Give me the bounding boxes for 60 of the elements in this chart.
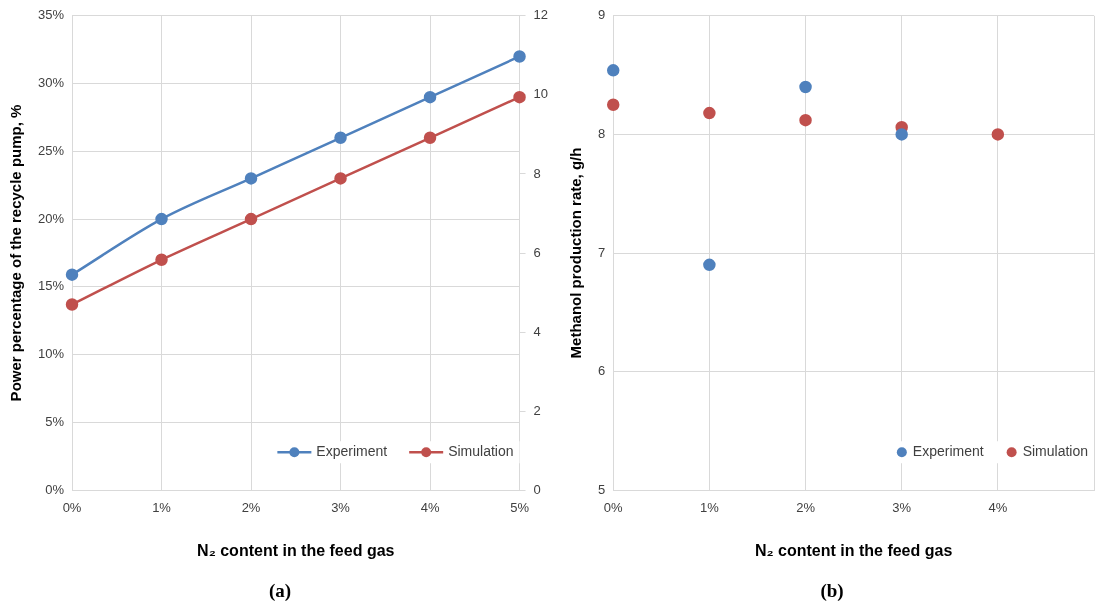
x-axis-title: N₂ content in the feed gas [754, 541, 953, 559]
y2-tick-label: 10 [533, 86, 549, 102]
y-tick-label: 8 [598, 125, 606, 141]
y2-tick-label: 4 [533, 323, 541, 339]
point [334, 172, 347, 185]
text: (b) [819, 580, 845, 602]
x-tick-label: 4% [988, 499, 1008, 515]
point [513, 50, 526, 63]
point [703, 258, 716, 272]
y-tick-label: 5% [45, 414, 65, 430]
y2-tick-label: 12 [533, 7, 549, 23]
x-tick-label: 4% [420, 499, 440, 515]
y2-tick-label: 2 [533, 402, 541, 418]
y-axis-title: Power percentage of the recycle pump, % [7, 104, 25, 402]
x-tick-label: 0% [62, 499, 82, 515]
point [423, 131, 437, 145]
point [606, 98, 620, 111]
y-tick-label: 20% [37, 210, 65, 226]
point [155, 212, 168, 226]
point [155, 253, 168, 267]
point [799, 113, 812, 127]
point [895, 128, 908, 141]
point [513, 90, 526, 104]
point [65, 298, 79, 311]
y2-tick-label: 6 [533, 244, 541, 260]
y-tick-label: 15% [37, 278, 65, 294]
point [65, 268, 79, 281]
y-tick-label: 10% [37, 346, 65, 362]
point [799, 80, 812, 94]
x-axis-title: N₂ content in the feed gas [197, 541, 395, 559]
point [703, 106, 716, 120]
point [991, 128, 1005, 141]
x-tick-label: 3% [331, 499, 351, 515]
x-tick-label: 2% [241, 499, 261, 515]
point [606, 64, 620, 77]
x-tick-label: 3% [892, 499, 912, 515]
legend-label: Simulation [448, 443, 514, 460]
point [244, 172, 258, 185]
x-tick-label: 1% [152, 499, 172, 515]
y2-tick-label: 8 [533, 165, 541, 181]
point [244, 212, 258, 226]
y-axis-title: Methanol production rate, g/h [567, 147, 585, 359]
y-tick-label: 7 [598, 244, 606, 260]
text: (a) [267, 580, 293, 602]
y-tick-label: 30% [37, 75, 65, 91]
x-tick-label: 1% [699, 499, 720, 515]
y-tick-label: 35% [37, 7, 65, 23]
point [423, 90, 437, 104]
x-tick-label: 2% [796, 499, 816, 515]
legend-label: Simulation [1022, 443, 1089, 460]
y-tick-label: 25% [37, 142, 65, 158]
y-tick-label: 6 [598, 363, 606, 379]
y-tick-label: 0% [45, 481, 65, 497]
legend-label: Experiment [316, 443, 388, 460]
y-tick-label: 5 [598, 481, 606, 497]
y-tick-label: 9 [598, 7, 606, 23]
point [334, 131, 347, 145]
x-tick-label: 5% [510, 499, 530, 515]
legend-label: Experiment [912, 443, 984, 460]
y2-tick-label: 0 [533, 481, 541, 497]
